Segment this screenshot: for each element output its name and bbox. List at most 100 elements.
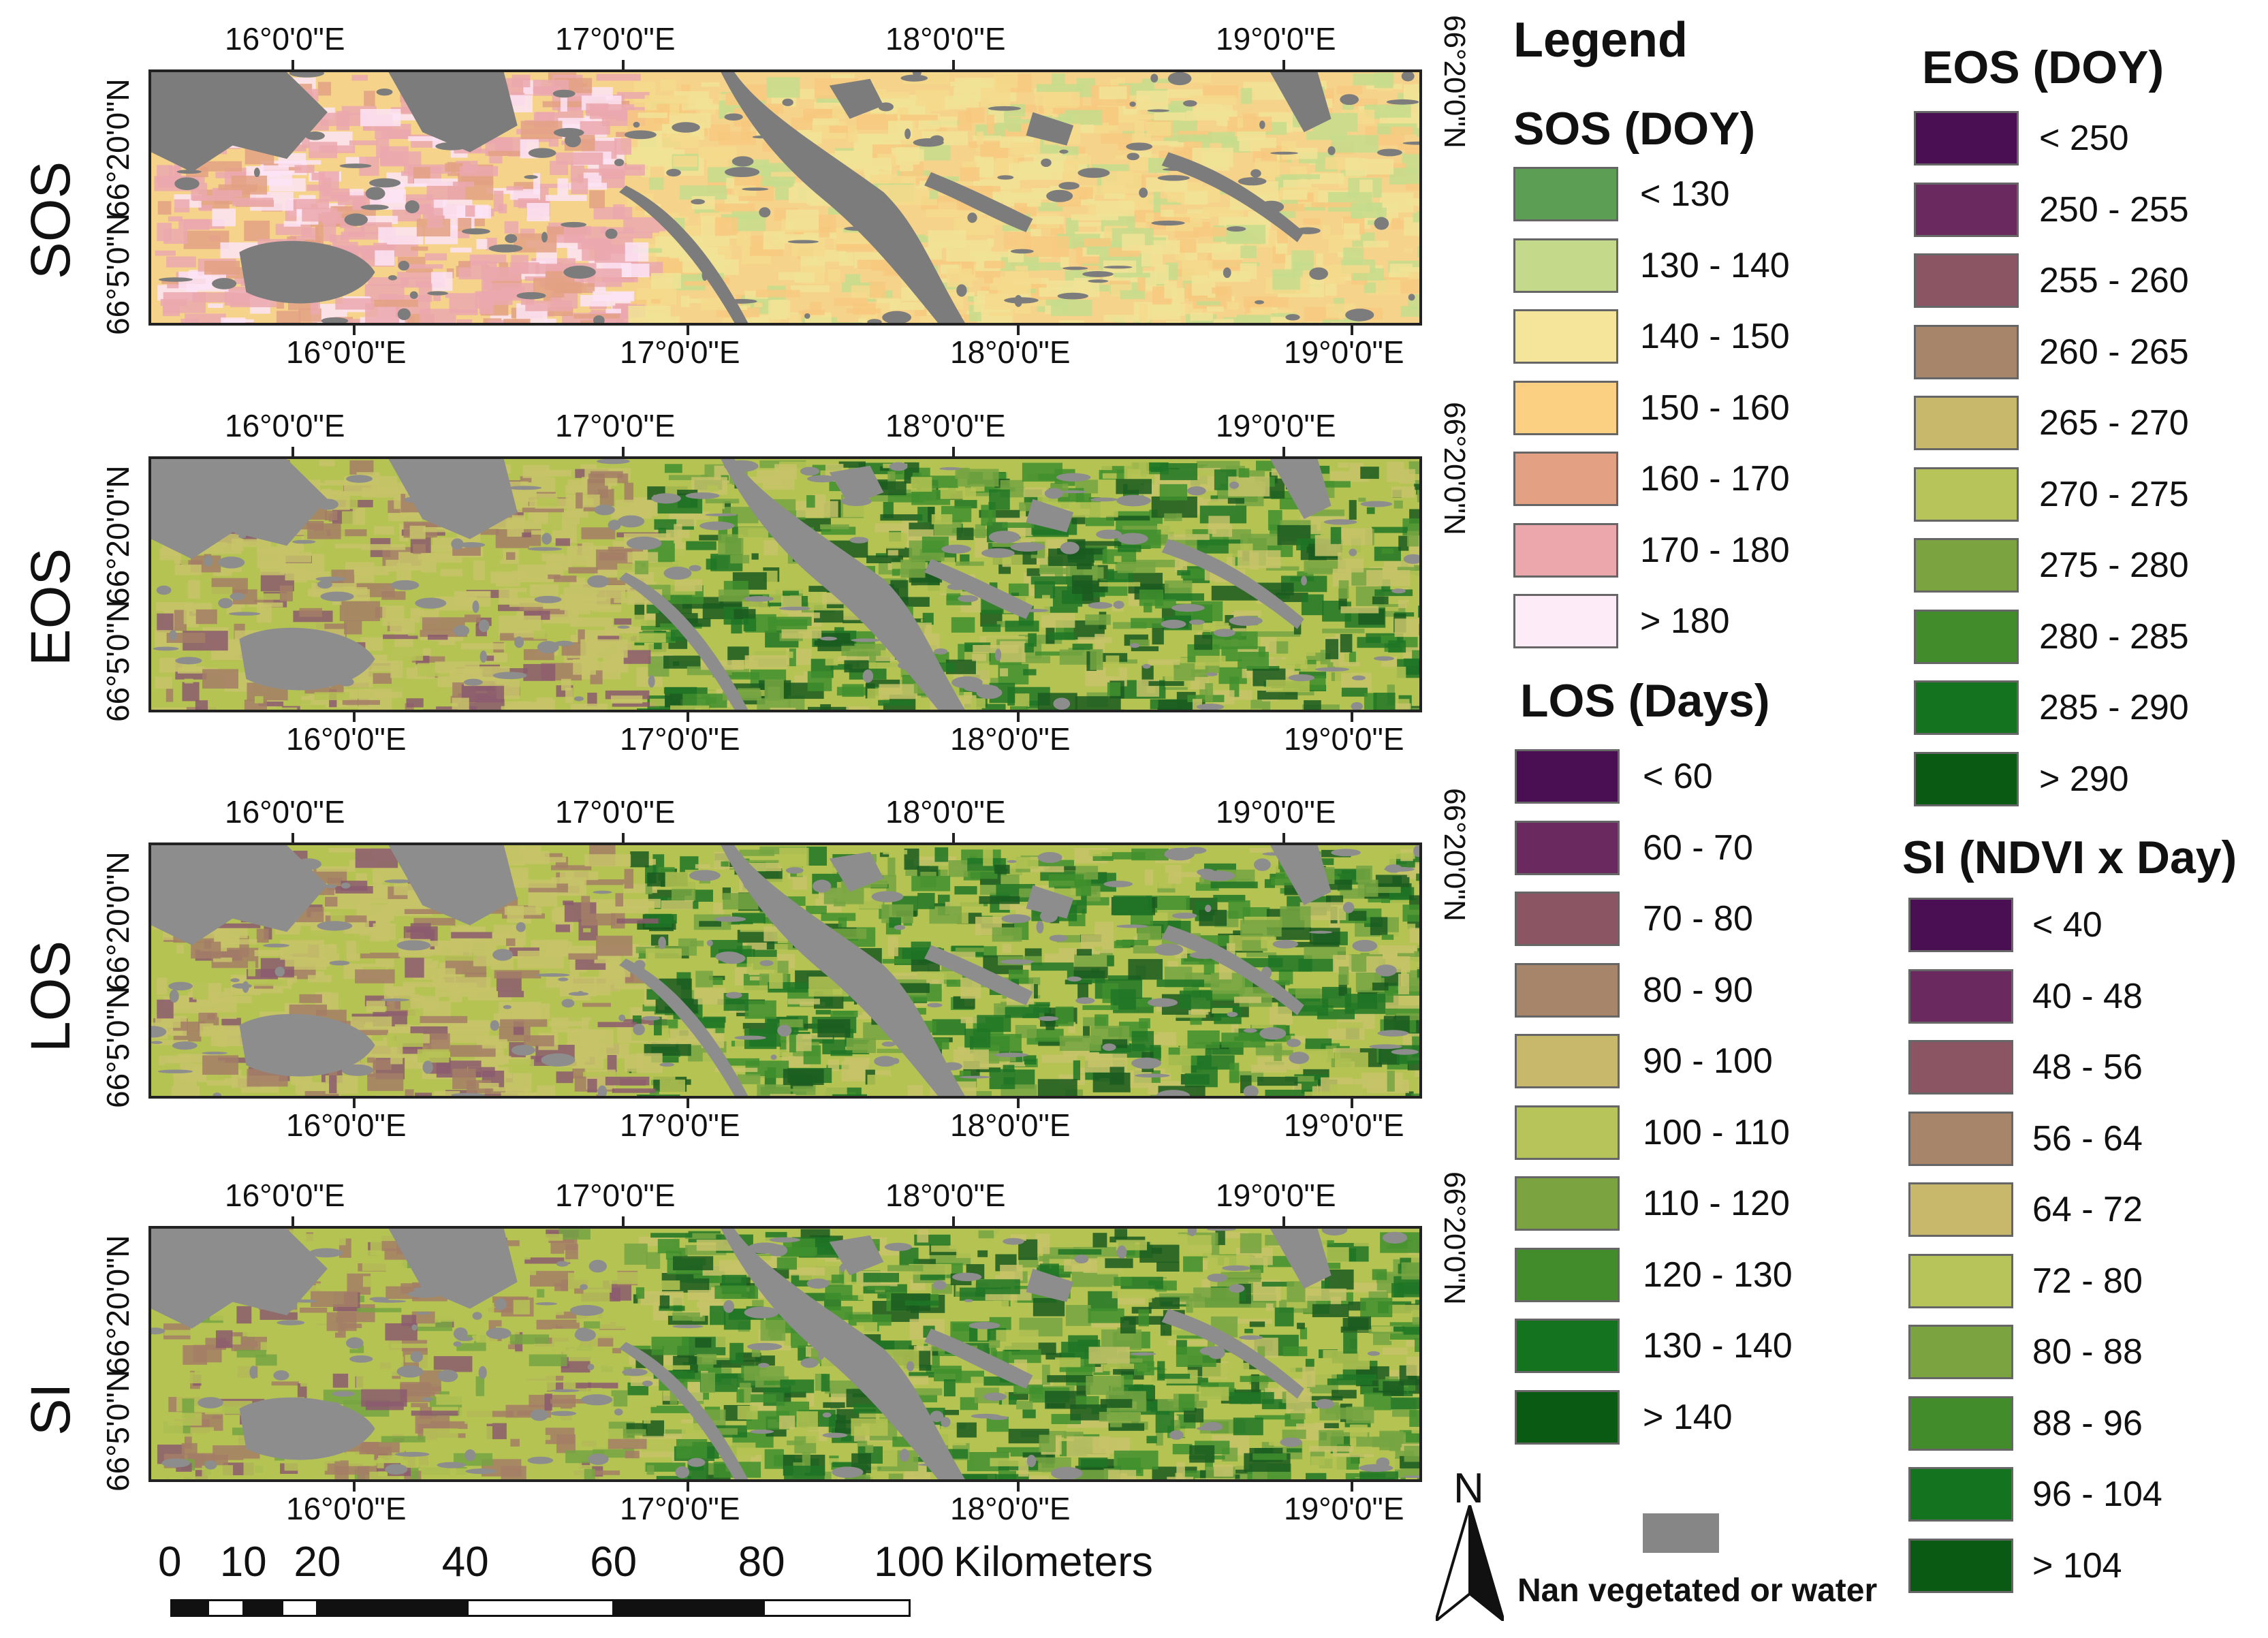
- tick-mark: [1017, 326, 1020, 335]
- scale-segment: [762, 1599, 911, 1617]
- tick-mark: [353, 1099, 356, 1108]
- scale-segment: [207, 1599, 245, 1617]
- legend-swatch: [1914, 182, 2019, 237]
- legend-label: 255 - 260: [2039, 261, 2189, 300]
- tick-mark: [687, 1099, 689, 1108]
- legend-swatch: [1515, 962, 1620, 1018]
- lon-label-bottom: 16°0'0"E: [286, 334, 407, 370]
- lon-label-top: 19°0'0"E: [1216, 794, 1336, 830]
- lon-label-bottom: 18°0'0"E: [950, 1491, 1071, 1526]
- legend-label: 280 - 285: [2039, 616, 2189, 657]
- legend-label: 160 - 170: [1640, 459, 1790, 499]
- lat-label-left: 66°20'0"N: [100, 465, 136, 605]
- legend-swatch: [1908, 1325, 2013, 1379]
- scale-tick-label: 10: [219, 1539, 267, 1586]
- legend-label: < 250: [2039, 119, 2129, 158]
- legend-swatch: [1515, 820, 1620, 875]
- lon-label-bottom: 17°0'0"E: [620, 1491, 740, 1526]
- legend-label: 48 - 56: [2032, 1048, 2143, 1087]
- lon-label-bottom: 16°0'0"E: [286, 1107, 407, 1143]
- lat-label-left: 66°20'0"N: [100, 851, 136, 991]
- legend-title: Legend: [1513, 13, 1688, 67]
- tick-mark: [292, 447, 294, 456]
- legend-label: 150 - 160: [1640, 388, 1790, 428]
- legend-swatch: [1914, 538, 2019, 593]
- lon-label-top: 17°0'0"E: [555, 794, 676, 830]
- legend-swatch: [1908, 1182, 2013, 1237]
- legend-label: 270 - 275: [2039, 474, 2189, 514]
- tick-mark: [687, 712, 689, 722]
- tick-mark: [687, 326, 689, 335]
- lon-label-bottom: 16°0'0"E: [286, 721, 407, 757]
- tick-mark: [1351, 1482, 1353, 1492]
- lon-label-bottom: 18°0'0"E: [950, 334, 1071, 370]
- lon-label-top: 19°0'0"E: [1216, 408, 1336, 443]
- legend-swatch: [1513, 452, 1618, 506]
- lon-label-bottom: 16°0'0"E: [286, 1491, 407, 1526]
- tick-mark: [353, 712, 356, 722]
- lon-label-bottom: 19°0'0"E: [1284, 721, 1404, 757]
- legend-label: 140 - 150: [1640, 317, 1790, 356]
- lat-label-left: 66°5'0"N: [100, 986, 136, 1108]
- lon-label-top: 16°0'0"E: [225, 21, 345, 57]
- legend-label: > 290: [2039, 759, 2129, 799]
- legend-label: > 140: [1643, 1397, 1733, 1437]
- lat-label-right: 66°20'0"N: [1438, 402, 1471, 535]
- map-si: [148, 1226, 1422, 1482]
- row-label-sos: SOS: [20, 161, 82, 279]
- tick-mark: [1351, 712, 1353, 722]
- row-label-si: SI: [20, 1383, 82, 1436]
- legend-label: 80 - 90: [1643, 970, 1753, 1010]
- scale-tick-label: 0: [158, 1539, 182, 1586]
- lon-label-bottom: 19°0'0"E: [1284, 1491, 1404, 1526]
- lon-label-bottom: 18°0'0"E: [950, 1107, 1071, 1143]
- lat-label-left: 66°20'0"N: [100, 1235, 136, 1374]
- legend-label: 170 - 180: [1640, 530, 1790, 570]
- legend-label: < 130: [1640, 174, 1730, 214]
- legend-swatch: [1515, 1319, 1620, 1373]
- legend-swatch: [1908, 1538, 2013, 1593]
- legend-swatch: [1515, 749, 1620, 804]
- scale-segment: [466, 1599, 615, 1617]
- lat-label-right: 66°20'0"N: [1438, 788, 1471, 922]
- legend-label: 260 - 265: [2039, 332, 2189, 372]
- legend-swatch: [1513, 238, 1618, 293]
- tick-mark: [952, 1216, 955, 1226]
- lon-label-top: 18°0'0"E: [885, 21, 1006, 57]
- legend-swatch: [1513, 309, 1618, 364]
- lon-label-top: 19°0'0"E: [1216, 1178, 1336, 1213]
- legend-label: > 104: [2032, 1545, 2122, 1586]
- legend-label: 72 - 80: [2032, 1261, 2143, 1301]
- legend-swatch: [1515, 892, 1620, 946]
- tick-mark: [952, 833, 955, 842]
- legend-label: 250 - 255: [2039, 189, 2189, 230]
- legend-swatch: [1908, 1040, 2013, 1094]
- legend-swatch: [1908, 968, 2013, 1024]
- scale-tick-label: 40: [441, 1539, 489, 1586]
- lon-label-top: 18°0'0"E: [885, 794, 1006, 830]
- legend-swatch: [1908, 1253, 2013, 1308]
- lon-label-bottom: 18°0'0"E: [950, 721, 1071, 757]
- tick-mark: [622, 833, 625, 842]
- legend-swatch: [1515, 1105, 1620, 1160]
- legend-label: 88 - 96: [2032, 1403, 2143, 1443]
- legend-swatch: [1515, 1247, 1620, 1302]
- north-arrow-icon: [1436, 1505, 1504, 1621]
- legend-label: 60 - 70: [1643, 828, 1753, 868]
- legend-label: 40 - 48: [2032, 976, 2143, 1016]
- legend-swatch: [1515, 1034, 1620, 1088]
- nan-swatch: [1643, 1513, 1719, 1553]
- row-label-los: LOS: [20, 940, 82, 1052]
- lon-label-bottom: 19°0'0"E: [1284, 334, 1404, 370]
- tick-mark: [1017, 712, 1020, 722]
- tick-mark: [353, 1482, 356, 1492]
- legend-swatch: [1914, 680, 2019, 735]
- legend-swatch: [1513, 380, 1618, 435]
- los-legend-title: LOS (Days): [1520, 675, 1770, 727]
- legend-label: 80 - 88: [2032, 1332, 2143, 1372]
- legend-label: 64 - 72: [2032, 1190, 2143, 1229]
- tick-mark: [622, 60, 625, 69]
- map-eos: [148, 456, 1422, 712]
- lat-label-left: 66°20'0"N: [100, 78, 136, 218]
- tick-mark: [1282, 447, 1285, 456]
